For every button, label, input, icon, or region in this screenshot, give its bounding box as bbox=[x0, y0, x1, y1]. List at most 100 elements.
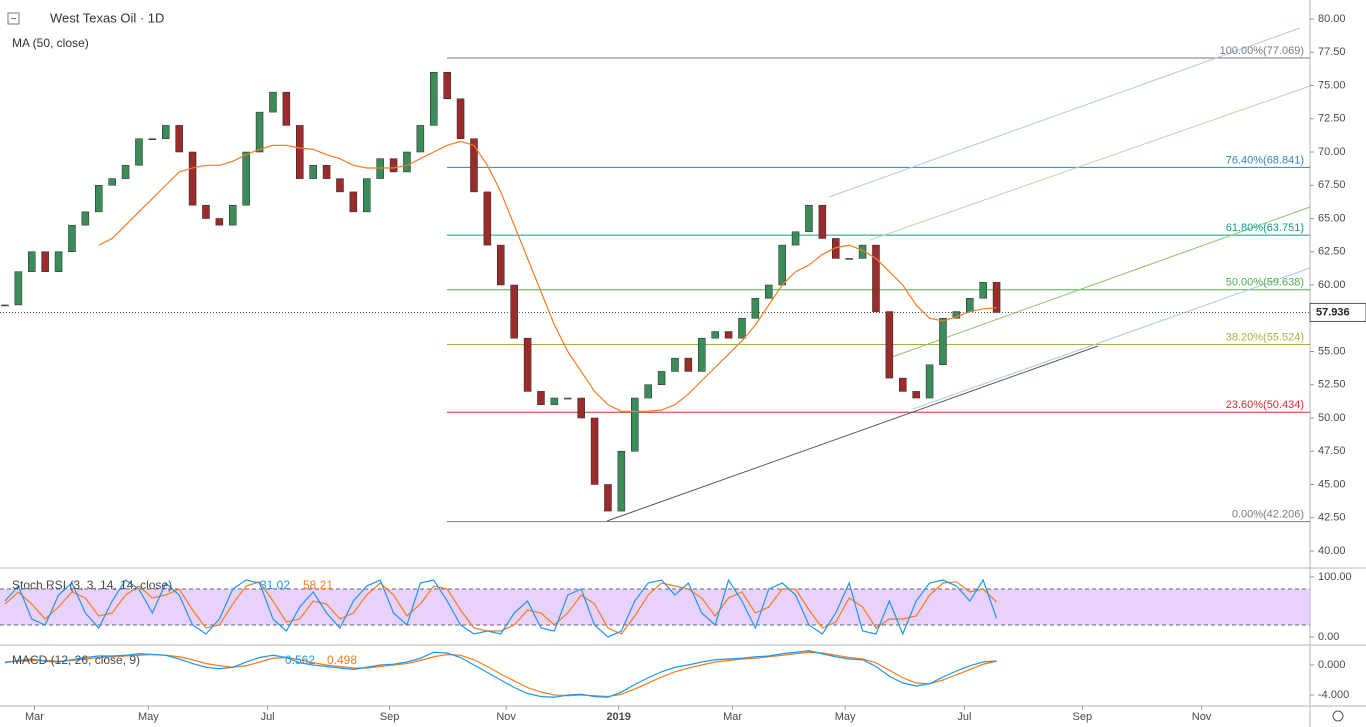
candle bbox=[523, 337, 532, 392]
candle bbox=[456, 98, 465, 139]
pitchfork-line bbox=[828, 27, 1301, 198]
candle bbox=[336, 178, 344, 193]
y-tick-label: -4.000 bbox=[1318, 689, 1349, 701]
candle bbox=[738, 317, 746, 339]
y-tick-label: 47.50 bbox=[1318, 445, 1346, 457]
x-tick-label: May bbox=[138, 711, 159, 723]
y-tick-label: 0.000 bbox=[1318, 659, 1346, 671]
fib-label: 23.60%(50.434) bbox=[1226, 399, 1304, 411]
candle bbox=[430, 71, 438, 126]
moving-average bbox=[98, 140, 997, 412]
stoch-band bbox=[0, 589, 1310, 626]
macd-line bbox=[4, 650, 997, 698]
candle bbox=[698, 337, 706, 372]
last-price-label: 57.936 bbox=[1316, 306, 1350, 318]
y-tick-label: 70.00 bbox=[1318, 146, 1346, 158]
fib-label: 38.20%(55.524) bbox=[1226, 331, 1304, 343]
x-tick-label: Nov bbox=[1192, 711, 1212, 723]
candle bbox=[322, 165, 331, 179]
x-tick-label: Jul bbox=[957, 711, 971, 723]
fib-label: 100.00%(77.069) bbox=[1220, 45, 1304, 57]
x-tick-label: 2019 bbox=[606, 711, 630, 723]
macd-value: 0.562 bbox=[285, 653, 315, 667]
candle bbox=[175, 125, 183, 153]
x-tick-label: Nov bbox=[496, 711, 516, 723]
y-tick-label: 80.00 bbox=[1318, 13, 1346, 25]
candle bbox=[135, 138, 143, 166]
macd-title: MACD (12, 26, close, 9) bbox=[12, 653, 140, 667]
y-tick-label: 55.00 bbox=[1318, 345, 1346, 357]
stoch-line bbox=[4, 581, 997, 635]
y-tick-label: 45.00 bbox=[1318, 478, 1346, 490]
candle bbox=[577, 397, 585, 419]
candle bbox=[497, 244, 505, 286]
candle bbox=[617, 450, 626, 512]
y-tick-label: 50.00 bbox=[1318, 412, 1346, 424]
candle bbox=[81, 211, 90, 226]
candle bbox=[296, 125, 304, 179]
candle bbox=[845, 258, 853, 260]
x-tick-label: Mar bbox=[25, 711, 44, 723]
candle bbox=[510, 284, 518, 339]
candle bbox=[309, 165, 317, 179]
y-tick-label: 60.00 bbox=[1318, 279, 1346, 291]
candle bbox=[389, 158, 398, 173]
candle bbox=[604, 484, 612, 512]
candle bbox=[564, 397, 572, 400]
x-tick-label: May bbox=[835, 711, 856, 723]
pitchfork-line bbox=[912, 267, 1311, 410]
candle bbox=[684, 357, 693, 372]
candle bbox=[724, 331, 733, 339]
candle bbox=[966, 298, 974, 312]
candle bbox=[41, 251, 49, 272]
collapse-icon[interactable] bbox=[7, 12, 20, 25]
candle bbox=[416, 125, 425, 153]
y-tick-label: 0.00 bbox=[1318, 631, 1339, 643]
candle bbox=[778, 244, 786, 286]
candle bbox=[939, 317, 947, 366]
candle bbox=[162, 125, 170, 139]
fib-label: 61.80%(63.751) bbox=[1226, 222, 1304, 234]
candle bbox=[242, 151, 250, 206]
candle bbox=[255, 111, 264, 153]
candle bbox=[121, 165, 130, 179]
indicator-label: MA (50, close) bbox=[12, 36, 89, 50]
x-tick-label: Jul bbox=[261, 711, 275, 723]
candle bbox=[765, 284, 773, 299]
candle bbox=[537, 391, 545, 405]
candle bbox=[818, 204, 827, 239]
fib-label: 0.00%(42.206) bbox=[1232, 509, 1304, 521]
settings-icon[interactable] bbox=[1332, 710, 1344, 722]
candle bbox=[899, 377, 907, 392]
stoch-title: Stoch RSI (3, 3, 14, 14, close) bbox=[12, 578, 172, 592]
y-tick-label: 100.00 bbox=[1318, 571, 1352, 583]
candle bbox=[68, 224, 76, 252]
x-tick-label: Mar bbox=[723, 711, 742, 723]
candle bbox=[202, 204, 210, 219]
candle bbox=[550, 397, 559, 405]
candle bbox=[363, 178, 371, 213]
candle bbox=[791, 231, 800, 246]
candle bbox=[885, 311, 894, 379]
candle bbox=[470, 138, 478, 193]
y-tick-label: 52.50 bbox=[1318, 379, 1346, 391]
candle bbox=[269, 91, 277, 113]
candle bbox=[376, 158, 384, 179]
candle bbox=[188, 151, 197, 206]
candle bbox=[28, 251, 36, 272]
candle bbox=[229, 204, 237, 226]
candle bbox=[95, 185, 103, 213]
fib-label: 76.40%(68.841) bbox=[1226, 154, 1304, 166]
candle bbox=[148, 138, 157, 140]
candle bbox=[1, 304, 9, 307]
candle bbox=[925, 364, 934, 399]
last-price-box bbox=[1309, 302, 1366, 322]
fib-label: 50.00%(59.638) bbox=[1226, 277, 1304, 289]
candle bbox=[979, 282, 987, 299]
y-tick-label: 75.00 bbox=[1318, 79, 1346, 91]
candle bbox=[403, 151, 411, 173]
macd-line bbox=[4, 651, 997, 698]
candle bbox=[54, 251, 63, 272]
candle bbox=[282, 91, 291, 126]
